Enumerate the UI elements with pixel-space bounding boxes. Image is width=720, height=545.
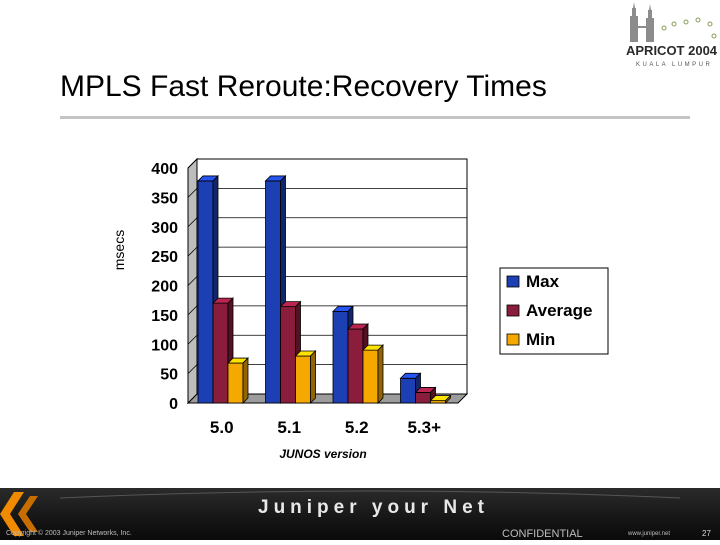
y-tick-label: 350 <box>151 190 178 207</box>
gridline-side <box>187 334 198 345</box>
gridline-side <box>187 188 198 198</box>
y-tick-label: 300 <box>151 220 178 237</box>
bar-front <box>197 180 214 404</box>
x-tick-label: 5.0 <box>210 418 234 437</box>
footer-brand: Juniper your Net <box>258 497 489 518</box>
bar-min-5.0 <box>227 357 249 404</box>
confidential-label: CONFIDENTIAL <box>502 528 583 540</box>
orbit-dots-icon <box>661 17 717 39</box>
bar-side <box>310 350 316 404</box>
bar-front <box>415 392 431 404</box>
y-tick-label: 150 <box>151 308 178 325</box>
footer-swoosh <box>60 490 680 499</box>
bar-front <box>265 180 281 404</box>
bar-front <box>400 377 416 404</box>
logo-title: APRICOT 2004 <box>626 43 718 58</box>
y-tick-label: 50 <box>160 367 178 384</box>
page-number: 27 <box>702 529 711 538</box>
gridline-side <box>187 276 198 286</box>
recovery-times-chart: 0 50 100 150 200 250 300 350 400 5.0 5.1 5.2 5.3+ m… <box>111 157 609 461</box>
legend-swatch-average <box>506 304 520 317</box>
y-tick-label: 100 <box>151 337 178 354</box>
apricot-logo: APRICOT 2004 KUALA LUMPUR <box>626 2 718 68</box>
y-tick-label: 0 <box>169 396 178 413</box>
gridline-side <box>187 246 198 257</box>
bar-front <box>347 328 364 404</box>
chart-bars <box>197 174 452 404</box>
title-divider <box>60 116 690 119</box>
chart-legend: Max Average Min <box>499 267 609 355</box>
bar-side <box>242 357 249 404</box>
x-tick-label: 5.3+ <box>407 418 441 437</box>
bar-front <box>362 349 379 404</box>
bar-side <box>377 344 384 404</box>
bar-front <box>332 310 349 404</box>
bar-min-5.2 <box>362 344 384 404</box>
y-tick-label: 400 <box>151 161 178 178</box>
slide-title: MPLS Fast Reroute:Recovery Times <box>60 70 547 103</box>
legend-swatch-min <box>506 333 520 346</box>
gridline-side <box>187 364 198 374</box>
x-tick-label: 5.2 <box>345 418 369 437</box>
bar-front <box>280 306 296 404</box>
bar-min-5.1 <box>294 350 317 404</box>
juniper-arrow-icon <box>0 492 38 536</box>
x-axis-label: JUNOS version <box>279 447 366 461</box>
legend-label-average: Average <box>526 301 592 320</box>
x-tick-label: 5.1 <box>277 418 301 437</box>
website-link[interactable]: www.juniper.net <box>628 531 671 537</box>
legend-swatch-max <box>506 275 520 288</box>
logo-subtitle: KUALA LUMPUR <box>636 62 712 68</box>
y-axis-label: msecs <box>111 230 127 270</box>
bar-front <box>295 355 311 404</box>
copyright-text: Copyright © 2003 Juniper Networks, Inc. <box>6 530 132 537</box>
bar-front <box>212 302 229 404</box>
bar-min-5.3+ <box>429 394 452 404</box>
legend-label-max: Max <box>526 272 560 291</box>
x-axis-ticks: 5.0 5.1 5.2 5.3+ <box>210 418 441 437</box>
y-tick-label: 250 <box>151 249 178 266</box>
gridline-side <box>187 158 198 169</box>
chart-gridlines <box>187 158 467 374</box>
bar-max-5.3+ <box>399 372 422 404</box>
gridline-side <box>187 305 198 316</box>
bar-side <box>445 394 451 404</box>
bar-front <box>227 362 244 404</box>
y-tick-label: 200 <box>151 279 178 296</box>
gridline-side <box>187 217 198 228</box>
legend-label-min: Min <box>526 330 555 349</box>
y-axis-ticks: 0 50 100 150 200 250 300 350 400 <box>151 161 178 413</box>
footer-bar <box>0 488 720 540</box>
petronas-towers-icon <box>630 2 654 42</box>
